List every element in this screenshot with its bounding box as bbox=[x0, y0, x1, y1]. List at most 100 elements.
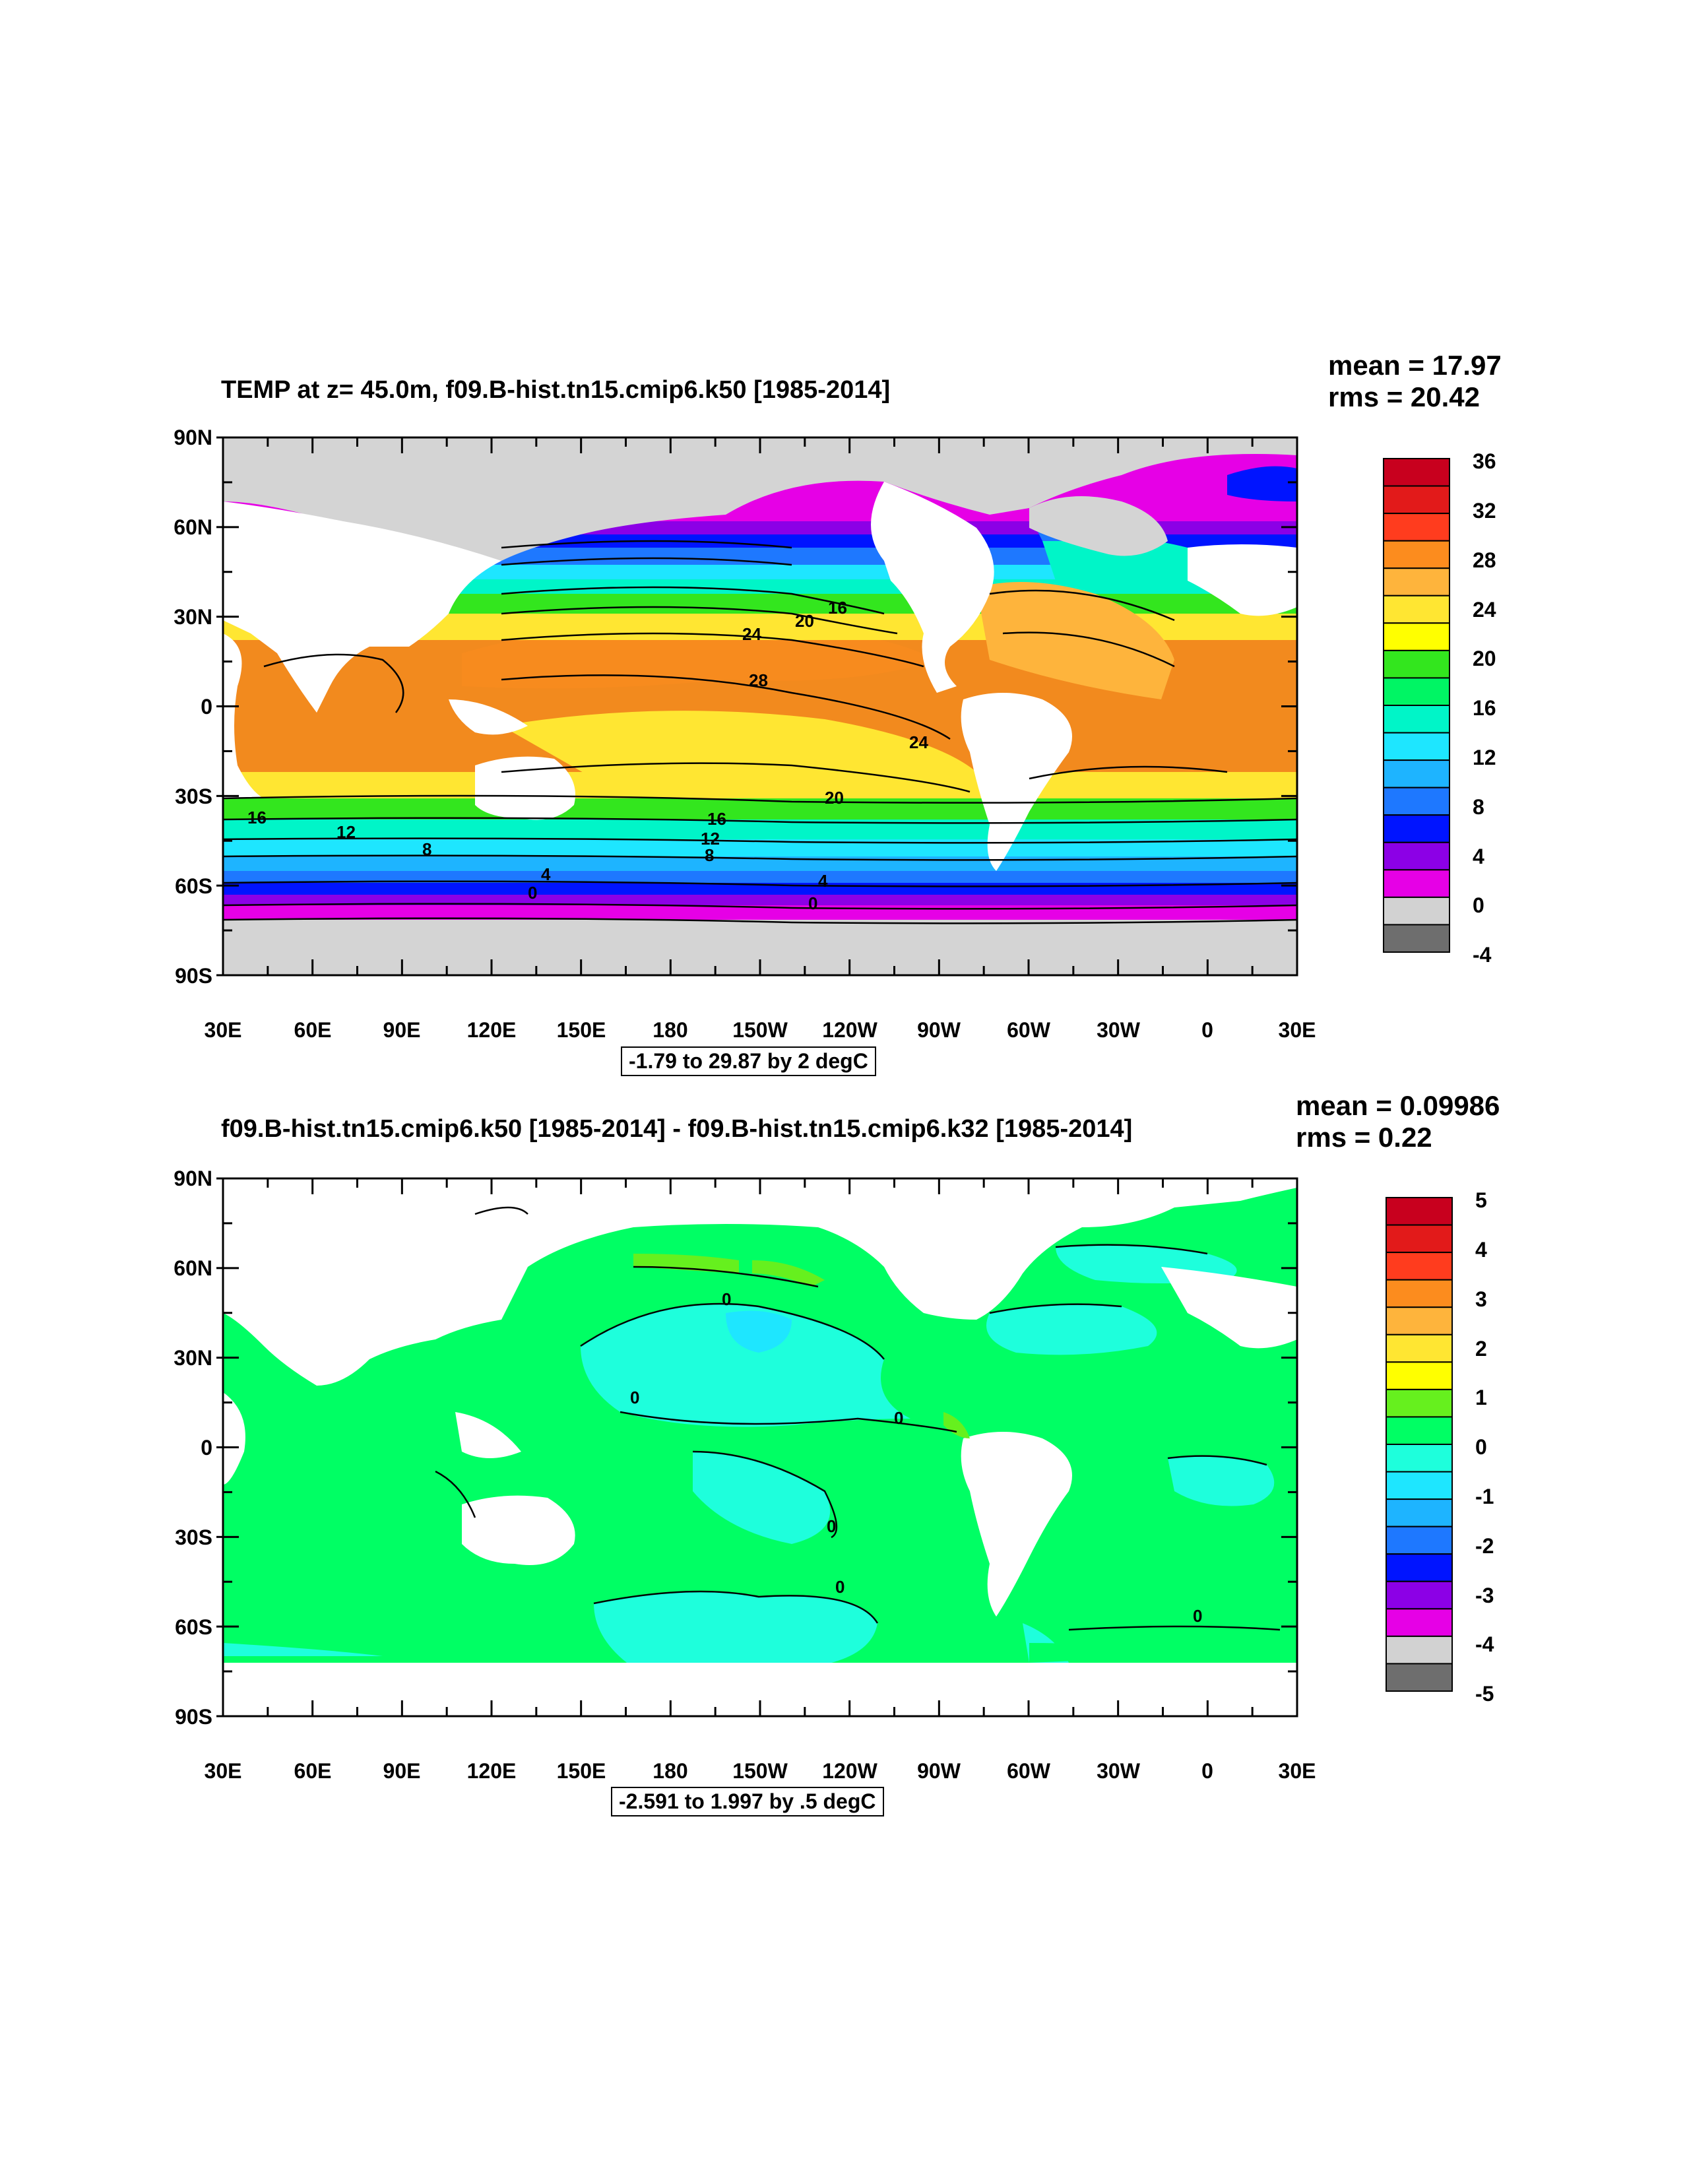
lat-label: 30S bbox=[175, 785, 212, 808]
colorbar-label: 0 bbox=[1475, 1435, 1487, 1459]
land-australia bbox=[475, 756, 575, 820]
colorbar-swatch bbox=[1386, 1388, 1453, 1418]
colorbar-swatch bbox=[1383, 567, 1450, 596]
contour-label: 24 bbox=[742, 624, 761, 644]
lon-label: 120W bbox=[822, 1018, 877, 1042]
lon-label: 150W bbox=[732, 1018, 788, 1042]
lon-label: 150E bbox=[557, 1759, 606, 1783]
colorbar-swatch bbox=[1386, 1306, 1453, 1335]
lon-label: 90W bbox=[917, 1759, 961, 1783]
lat-label: 60N bbox=[174, 515, 212, 539]
lat-label: 90S bbox=[175, 964, 212, 988]
lon-label: 60W bbox=[1007, 1018, 1051, 1042]
colorbar-label: 8 bbox=[1473, 795, 1484, 819]
colorbar-swatch bbox=[1386, 1197, 1453, 1226]
colorbar-swatch bbox=[1386, 1444, 1453, 1473]
contour-label: 0 bbox=[835, 1577, 844, 1597]
colorbar-label: -1 bbox=[1475, 1485, 1494, 1508]
colorbar-swatch bbox=[1386, 1580, 1453, 1610]
lat-label: 0 bbox=[201, 695, 212, 719]
colorbar-label: 24 bbox=[1473, 598, 1496, 622]
colorbar-swatch bbox=[1386, 1361, 1453, 1390]
land-indonesia bbox=[449, 699, 528, 735]
contour-label: 20 bbox=[795, 611, 814, 631]
lat-label: 60S bbox=[175, 874, 212, 898]
colorbar-swatch bbox=[1386, 1224, 1453, 1254]
panel1-title: TEMP at z= 45.0m, f09.B-hist.tn15.cmip6.… bbox=[221, 376, 891, 404]
colorbar-swatch bbox=[1383, 896, 1450, 926]
lon-label: 150E bbox=[557, 1018, 606, 1042]
colorbar-swatch bbox=[1383, 594, 1450, 624]
contour-label: 0 bbox=[722, 1289, 731, 1309]
colorbar-swatch bbox=[1386, 1498, 1453, 1527]
colorbar-label: 4 bbox=[1473, 845, 1484, 868]
lat-label: 30N bbox=[174, 1346, 212, 1370]
band-6 bbox=[223, 871, 1297, 883]
colorbar-label: 1 bbox=[1475, 1386, 1487, 1409]
land-europe bbox=[1188, 544, 1297, 616]
lat-label: 60S bbox=[175, 1615, 212, 1639]
lat-label: 90S bbox=[175, 1705, 212, 1729]
lat-label: 90N bbox=[174, 1167, 212, 1190]
panel1-rms: rms = 20.42 bbox=[1328, 381, 1481, 412]
contour-label: 0 bbox=[808, 893, 817, 913]
contour-label: 0 bbox=[894, 1408, 903, 1428]
lat-label: 0 bbox=[201, 1436, 212, 1460]
contour-label: 8 bbox=[422, 839, 431, 859]
colorbar-swatch bbox=[1383, 458, 1450, 487]
lon-label: 0 bbox=[1201, 1759, 1213, 1783]
colorbar-label: -4 bbox=[1475, 1632, 1494, 1656]
lat-label: 30N bbox=[174, 605, 212, 629]
panel1-mean: mean = 17.97 bbox=[1328, 350, 1502, 381]
colorbar-swatch bbox=[1383, 841, 1450, 871]
contour-label: 0 bbox=[528, 883, 537, 903]
colorbar-label: 32 bbox=[1473, 499, 1496, 523]
colorbar-swatch bbox=[1386, 1252, 1453, 1281]
colorbar-label: 0 bbox=[1473, 893, 1484, 917]
lat-label: 30S bbox=[175, 1526, 212, 1549]
band-2 bbox=[223, 895, 1297, 905]
lat-label: 90N bbox=[174, 426, 212, 449]
lon-label: 60E bbox=[294, 1018, 332, 1042]
colorbar-swatch bbox=[1383, 787, 1450, 816]
contour-label: 16 bbox=[707, 809, 726, 829]
colorbar-swatch bbox=[1383, 622, 1450, 651]
lon-label: 90E bbox=[383, 1759, 421, 1783]
colorbar-label: 16 bbox=[1473, 696, 1496, 720]
land-southamerica bbox=[961, 693, 1072, 871]
lon-label: 150W bbox=[732, 1759, 788, 1783]
panel2-rms: rms = 0.22 bbox=[1296, 1122, 1432, 1153]
panel2-colorbar bbox=[1386, 1197, 1453, 1692]
colorbar-swatch bbox=[1383, 705, 1450, 734]
lon-label: 120W bbox=[822, 1759, 877, 1783]
colorbar-label: -3 bbox=[1475, 1584, 1494, 1607]
colorbar-swatch bbox=[1386, 1471, 1453, 1500]
colorbar-label: 20 bbox=[1473, 647, 1496, 670]
colorbar-label: 4 bbox=[1475, 1238, 1487, 1262]
colorbar-swatch bbox=[1383, 485, 1450, 515]
colorbar-swatch bbox=[1386, 1526, 1453, 1555]
colorbar-swatch bbox=[1386, 1279, 1453, 1308]
contour-label: 4 bbox=[818, 871, 828, 891]
contour-label: 28 bbox=[749, 670, 768, 690]
lon-label: 60W bbox=[1007, 1759, 1051, 1783]
contour-label: 16 bbox=[828, 598, 847, 618]
lon-label: 0 bbox=[1201, 1018, 1213, 1042]
contour-label: 0 bbox=[1193, 1606, 1202, 1626]
lat-label: 60N bbox=[174, 1256, 212, 1280]
panel1-range-box: -1.79 to 29.87 by 2 degC bbox=[621, 1046, 876, 1076]
colorbar-swatch bbox=[1383, 677, 1450, 707]
contour-label: 8 bbox=[705, 845, 714, 865]
colorbar-label: 36 bbox=[1473, 449, 1496, 473]
lon-label: 120E bbox=[467, 1018, 517, 1042]
colorbar-swatch bbox=[1386, 1608, 1453, 1637]
lon-label: 30E bbox=[1279, 1759, 1316, 1783]
colorbar-swatch bbox=[1383, 649, 1450, 679]
lon-label: 30W bbox=[1097, 1018, 1141, 1042]
lon-label: 120E bbox=[467, 1759, 517, 1783]
land-africa bbox=[223, 633, 264, 798]
colorbar-label: 5 bbox=[1475, 1188, 1487, 1212]
contour-label: 20 bbox=[825, 788, 844, 808]
colorbar-swatch bbox=[1383, 759, 1450, 788]
